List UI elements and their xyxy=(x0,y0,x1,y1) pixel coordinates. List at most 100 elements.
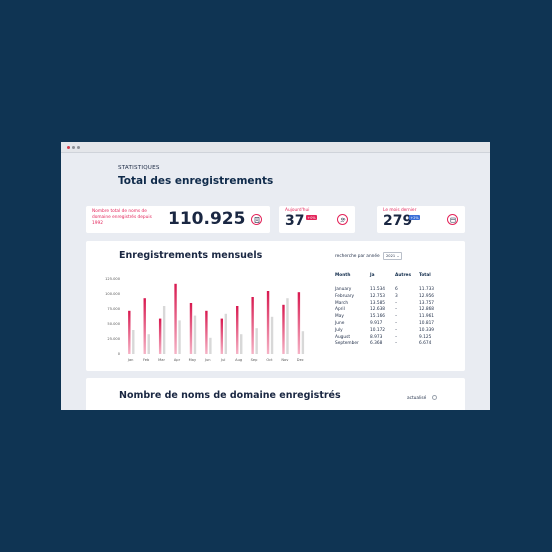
stat-last-month-value: 279 xyxy=(383,213,413,229)
stat-card-total: Nombre total de noms de domaine enregist… xyxy=(86,206,270,233)
stat-last-month-badge: +2% xyxy=(409,215,421,220)
bar-primary[interactable] xyxy=(282,304,285,354)
x-tick-label: Sep xyxy=(251,358,258,362)
table-cell: – xyxy=(395,321,398,326)
y-tick-label: 0 xyxy=(118,352,121,356)
table-cell: – xyxy=(395,307,398,313)
table-cell: 6 xyxy=(395,287,398,292)
bar-primary[interactable] xyxy=(205,310,208,354)
bar-secondary[interactable] xyxy=(286,298,289,354)
table-cell: June xyxy=(335,321,345,326)
table-cell: 15.166 xyxy=(370,314,386,320)
table-cell: 6.674 xyxy=(419,341,432,347)
bar-secondary[interactable] xyxy=(301,331,305,354)
stat-total-value: 110.925 xyxy=(168,209,246,229)
table-cell: – xyxy=(395,334,398,340)
table-cell: 10.172 xyxy=(370,327,386,333)
bar-secondary[interactable] xyxy=(224,313,228,354)
y-tick-label: 25.000 xyxy=(107,337,120,341)
window-minimize-dot[interactable] xyxy=(72,146,75,149)
bar-primary[interactable] xyxy=(220,318,224,354)
table-cell: March xyxy=(335,300,349,306)
table-cell: 6.368 xyxy=(370,341,383,347)
bar-primary[interactable] xyxy=(143,298,146,354)
bar-secondary[interactable] xyxy=(270,316,274,354)
table-cell: 3 xyxy=(395,293,398,299)
year-select-value: 2021 xyxy=(386,253,396,258)
stat-last-month-label: Le mois dernier xyxy=(383,208,417,213)
stat-today-label: Aujourd'hui xyxy=(285,208,310,213)
bar-primary[interactable] xyxy=(189,303,193,354)
refresh-toggle[interactable] xyxy=(432,395,437,400)
bar-primary[interactable] xyxy=(251,297,254,354)
page-title: Total des enregistrements xyxy=(118,175,274,187)
x-tick-label: Dec xyxy=(297,358,304,362)
monthly-table: Month Ja Autres Total January 11.534 6 11.733 Fe… xyxy=(335,273,455,353)
bar-primary[interactable] xyxy=(236,306,239,354)
table-cell: 9.125 xyxy=(419,334,432,340)
section-label: STATISTIQUES xyxy=(118,165,160,171)
table-cell: July xyxy=(335,327,343,333)
monthly-chart: 125.000 100.000 75.000 50.000 25.000 0 Jan Feb M… xyxy=(105,277,305,362)
table-cell: September xyxy=(335,341,359,347)
table-cell: 12.638 xyxy=(370,307,386,313)
window-close-dot[interactable] xyxy=(67,146,70,149)
table-cell: – xyxy=(395,314,398,320)
table-cell: 12.753 xyxy=(370,293,386,299)
x-tick-label: Jul xyxy=(220,358,225,362)
bar-secondary[interactable] xyxy=(178,320,181,354)
stat-total-label: Nombre total de noms de domaine enregist… xyxy=(92,209,152,226)
calendar-icon xyxy=(447,214,458,225)
bar-primary[interactable] xyxy=(266,291,270,354)
table-cell: February xyxy=(335,293,355,299)
table-cell: 11.733 xyxy=(419,287,435,292)
bar-primary[interactable] xyxy=(158,318,162,354)
table-cell: April xyxy=(335,307,345,313)
domains-panel: Nombre de noms de domaine enregistrés ac… xyxy=(86,378,465,410)
bar-primary[interactable] xyxy=(297,292,301,354)
domains-title: Nombre de noms de domaine enregistrés xyxy=(119,390,341,401)
table-cell: 12.956 xyxy=(419,293,435,299)
table-cell: 11.534 xyxy=(370,287,386,292)
stat-card-today: Aujourd'hui 37 +0% xyxy=(279,206,355,233)
bar-secondary[interactable] xyxy=(162,306,166,354)
table-cell: 11.961 xyxy=(419,314,435,320)
table-cell: 13.585 xyxy=(370,300,386,306)
table-cell: May xyxy=(335,314,344,320)
stat-today-value: 37 xyxy=(285,213,305,229)
x-tick-label: May xyxy=(189,358,197,362)
window-titlebar xyxy=(61,142,490,153)
bar-secondary[interactable] xyxy=(255,328,258,354)
bar-secondary[interactable] xyxy=(193,315,197,354)
browser-window: STATISTIQUES Total des enregistrements N… xyxy=(61,142,490,410)
y-tick-label: 125.000 xyxy=(105,277,121,281)
table-header: Ja xyxy=(370,273,375,278)
table-header: Autres xyxy=(395,273,412,278)
bar-secondary[interactable] xyxy=(132,330,135,354)
year-filter-label: recherche par année xyxy=(335,254,380,259)
table-cell: January xyxy=(335,287,352,292)
window-maximize-dot[interactable] xyxy=(77,146,80,149)
table-cell: 10.817 xyxy=(419,321,435,326)
table-cell: 10.339 xyxy=(419,327,435,333)
table-cell: – xyxy=(395,341,398,347)
table-cell: – xyxy=(395,300,398,306)
bar-secondary[interactable] xyxy=(147,334,150,354)
stat-today-badge: +0% xyxy=(306,215,318,220)
x-tick-label: Apr xyxy=(174,358,181,362)
x-tick-label: Aug xyxy=(235,358,242,362)
bar-primary[interactable] xyxy=(128,310,131,354)
bar-secondary[interactable] xyxy=(240,334,243,354)
year-select[interactable]: 2021 ⌄ xyxy=(383,252,402,260)
bar-secondary[interactable] xyxy=(209,337,212,354)
table-header: Total xyxy=(419,273,431,278)
x-tick-label: Jan xyxy=(127,358,134,362)
table-cell: – xyxy=(395,327,398,333)
bar-primary[interactable] xyxy=(174,283,177,354)
x-tick-label: Mar xyxy=(158,358,165,362)
table-cell: August xyxy=(335,334,351,340)
y-tick-label: 50.000 xyxy=(107,322,120,326)
stat-card-last-month: Le mois dernier 279 +2% xyxy=(377,206,465,233)
document-icon xyxy=(251,214,262,225)
monthly-panel: Enregistrements mensuels recherche par a… xyxy=(86,241,465,371)
